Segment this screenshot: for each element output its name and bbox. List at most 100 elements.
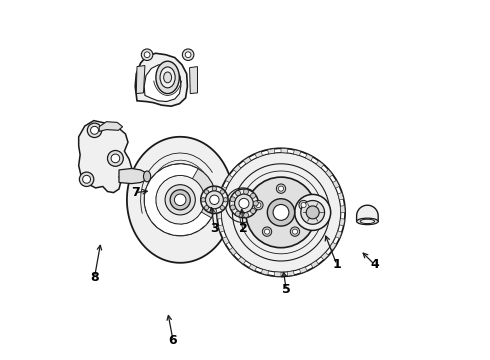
Polygon shape — [316, 161, 324, 168]
Polygon shape — [190, 67, 197, 94]
Circle shape — [144, 164, 216, 236]
Circle shape — [293, 229, 297, 234]
Circle shape — [235, 194, 253, 213]
Circle shape — [87, 123, 102, 138]
Circle shape — [174, 194, 186, 206]
Circle shape — [290, 227, 300, 236]
Polygon shape — [219, 225, 224, 232]
Circle shape — [201, 198, 205, 202]
Circle shape — [212, 209, 217, 213]
Polygon shape — [99, 122, 122, 131]
Circle shape — [294, 194, 331, 230]
Text: 7: 7 — [131, 186, 140, 199]
Polygon shape — [238, 257, 246, 264]
Circle shape — [185, 52, 191, 58]
Circle shape — [182, 49, 194, 60]
Ellipse shape — [156, 61, 179, 94]
Polygon shape — [287, 271, 294, 276]
Text: 1: 1 — [332, 258, 341, 271]
Circle shape — [244, 212, 248, 217]
Polygon shape — [144, 65, 181, 102]
Circle shape — [301, 203, 306, 208]
Circle shape — [170, 190, 190, 210]
Circle shape — [229, 189, 258, 218]
Circle shape — [220, 206, 224, 210]
Polygon shape — [217, 199, 222, 206]
Polygon shape — [222, 237, 229, 244]
Circle shape — [141, 49, 153, 60]
Polygon shape — [338, 193, 343, 200]
Polygon shape — [249, 264, 257, 271]
Circle shape — [250, 208, 256, 213]
Polygon shape — [119, 168, 147, 184]
Circle shape — [221, 153, 341, 272]
Text: 4: 4 — [370, 258, 379, 271]
Circle shape — [236, 211, 241, 216]
Circle shape — [276, 184, 286, 193]
Polygon shape — [135, 53, 187, 106]
Circle shape — [253, 201, 258, 206]
Circle shape — [223, 198, 228, 202]
Circle shape — [205, 191, 223, 209]
Polygon shape — [274, 272, 281, 276]
Polygon shape — [329, 242, 337, 250]
Polygon shape — [261, 269, 269, 275]
Polygon shape — [336, 231, 342, 238]
Circle shape — [204, 190, 209, 194]
Polygon shape — [225, 175, 233, 183]
Circle shape — [217, 148, 345, 276]
Circle shape — [79, 172, 94, 186]
Circle shape — [299, 201, 308, 210]
Polygon shape — [145, 164, 211, 236]
Ellipse shape — [164, 72, 171, 83]
Polygon shape — [341, 206, 345, 212]
Circle shape — [278, 186, 284, 191]
Text: 2: 2 — [239, 222, 247, 235]
Polygon shape — [340, 219, 345, 226]
Circle shape — [204, 206, 209, 210]
Circle shape — [83, 175, 91, 183]
Polygon shape — [79, 121, 132, 193]
Circle shape — [144, 52, 150, 58]
Circle shape — [230, 205, 235, 210]
Polygon shape — [136, 66, 145, 94]
Circle shape — [201, 186, 228, 213]
Text: 6: 6 — [169, 334, 177, 347]
Ellipse shape — [360, 219, 374, 224]
Circle shape — [239, 198, 249, 208]
Circle shape — [165, 185, 196, 215]
Polygon shape — [294, 150, 301, 156]
Polygon shape — [281, 148, 288, 153]
Polygon shape — [127, 137, 233, 263]
Polygon shape — [229, 248, 237, 255]
Circle shape — [256, 203, 261, 208]
Circle shape — [230, 197, 235, 202]
Text: 3: 3 — [210, 222, 219, 235]
Polygon shape — [233, 165, 241, 172]
Polygon shape — [217, 212, 221, 219]
Polygon shape — [244, 157, 251, 164]
Polygon shape — [305, 154, 313, 161]
Text: 8: 8 — [90, 271, 99, 284]
Polygon shape — [333, 180, 340, 188]
Circle shape — [156, 175, 205, 224]
Ellipse shape — [160, 67, 175, 88]
Circle shape — [245, 177, 316, 248]
Circle shape — [220, 190, 224, 194]
Ellipse shape — [271, 195, 305, 230]
Circle shape — [273, 204, 289, 220]
Circle shape — [268, 199, 294, 226]
Circle shape — [262, 227, 272, 236]
Circle shape — [265, 229, 270, 234]
Circle shape — [301, 201, 324, 224]
Circle shape — [212, 186, 217, 191]
Text: 5: 5 — [282, 283, 291, 296]
Circle shape — [236, 190, 241, 195]
Polygon shape — [325, 170, 333, 177]
Polygon shape — [321, 252, 329, 260]
Circle shape — [306, 206, 319, 219]
Circle shape — [254, 201, 263, 210]
Polygon shape — [357, 205, 378, 221]
Circle shape — [91, 126, 98, 134]
Polygon shape — [220, 186, 226, 194]
